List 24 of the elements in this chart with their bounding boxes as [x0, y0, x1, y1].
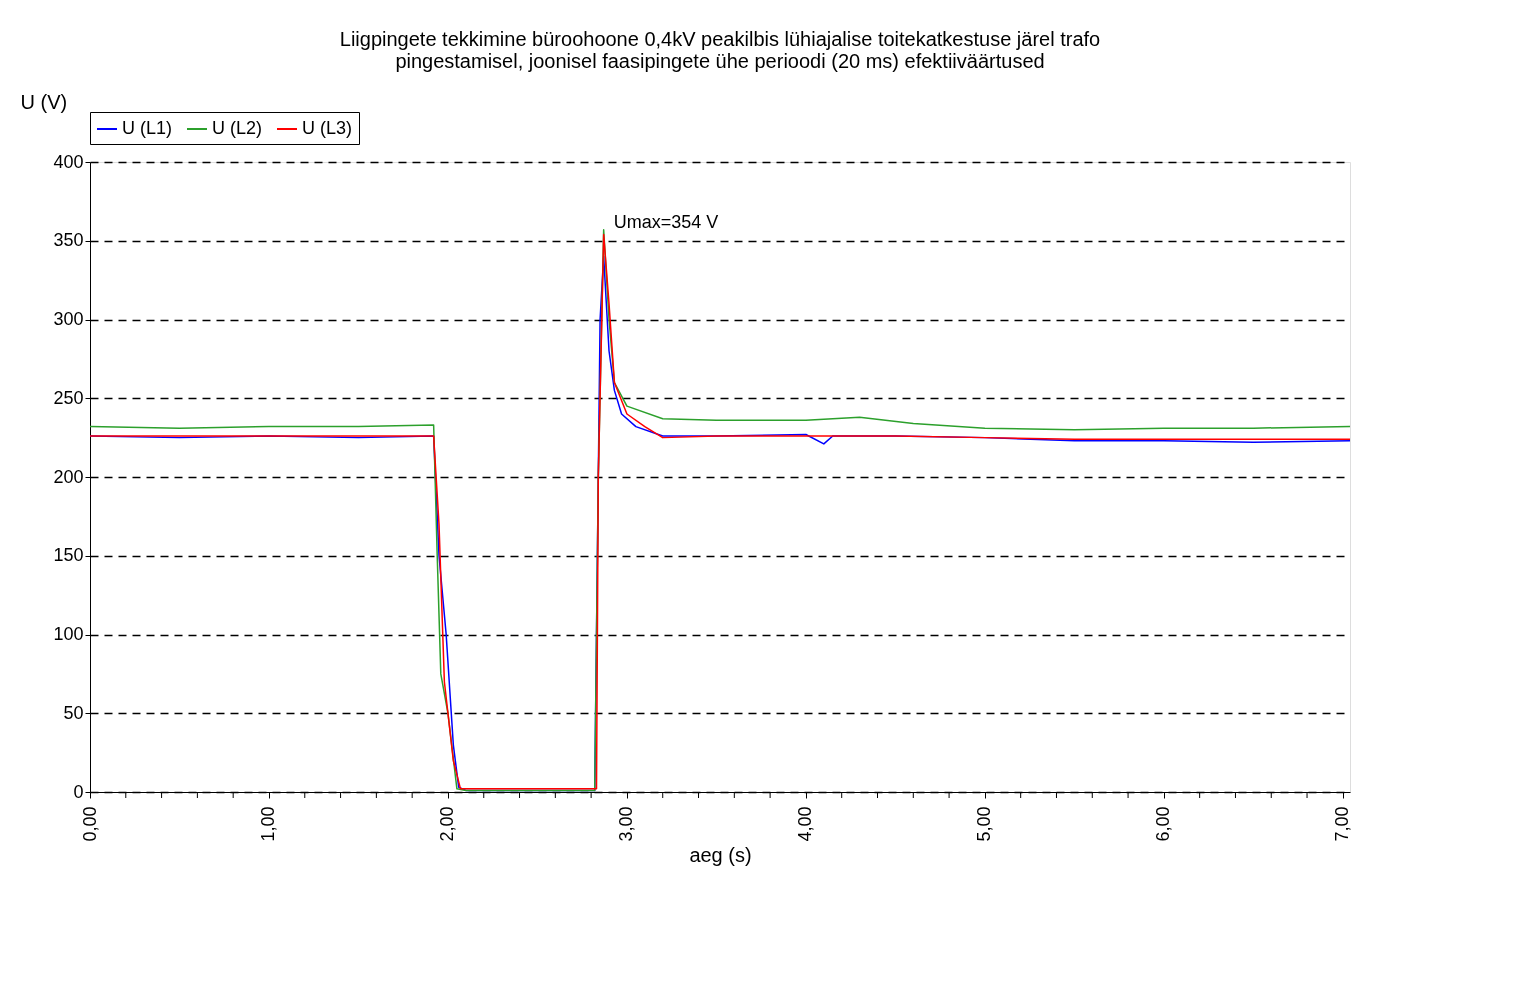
x-tick-label: 6,00 — [1153, 806, 1174, 842]
y-tick-label: 0 — [73, 781, 84, 802]
x-tick-label: 0,00 — [79, 806, 100, 842]
y-tick-label: 400 — [53, 151, 84, 172]
legend-label: U (L3) — [302, 118, 353, 138]
x-axis-title: aeg (s) — [689, 843, 752, 866]
x-tick-label: 2,00 — [437, 806, 458, 842]
y-tick-label: 250 — [53, 387, 84, 408]
y-tick-label: 200 — [53, 466, 84, 487]
y-tick-label: 100 — [53, 624, 84, 644]
legend-label: U (L2) — [212, 118, 263, 138]
x-tick-label: 7,00 — [1332, 806, 1353, 842]
y-tick-label: 300 — [53, 309, 84, 329]
y-axis-title: U (V) — [20, 90, 68, 113]
chart-title: Liigpingete tekkimine büroohoone 0,4kV peakilbis lühiajalise toitekatkestuse järel trafo pingestamisel, joonisel faasipingete ühe perioodi (20 ms) efektiiväärtused — [339, 28, 1101, 72]
x-tick-label: 4,00 — [795, 806, 816, 842]
y-tick-label: 350 — [53, 230, 84, 251]
y-tick-label: 150 — [53, 545, 84, 566]
annotation: Umax=354 V — [613, 212, 719, 233]
y-tick-label: 50 — [63, 702, 84, 723]
x-tick-label: 3,00 — [616, 806, 637, 842]
x-tick-label: 5,00 — [974, 806, 995, 842]
legend-label: U (L1) — [122, 118, 173, 138]
x-tick-label: 1,00 — [258, 806, 279, 842]
